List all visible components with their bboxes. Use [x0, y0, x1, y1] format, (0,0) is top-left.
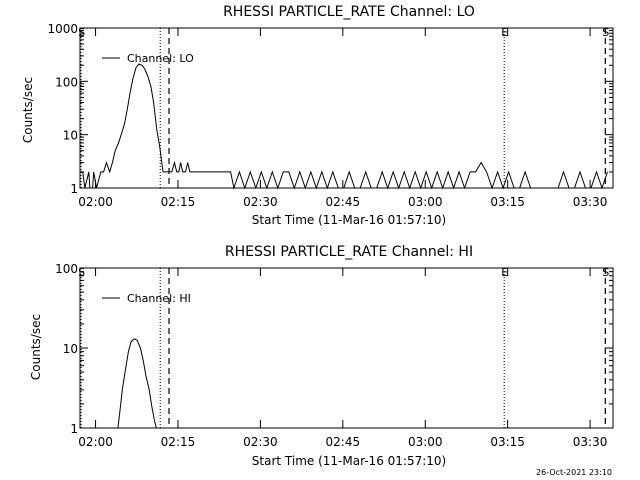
x-axis-label: Start Time (11-Mar-16 01:57:10) — [252, 213, 446, 227]
legend-entry: Channel: HI — [127, 292, 191, 305]
x-tick-label: 02:30 — [243, 195, 278, 209]
footer-timestamp: 26-Oct-2021 23:10 — [536, 468, 612, 477]
x-tick-label: 03:30 — [573, 435, 608, 449]
y-tick-label: 1 — [70, 182, 78, 196]
series-line — [117, 338, 157, 429]
x-tick-label: 02:45 — [326, 435, 361, 449]
y-tick-label: 10 — [63, 129, 78, 143]
time-marker-label: S — [602, 266, 609, 279]
y-tick-label: 100 — [55, 262, 78, 276]
y-axis-label: Counts/sec — [21, 77, 35, 143]
hi-channel-panel: RHESSI PARTICLE_RATE Channel: HI Start T… — [29, 244, 614, 468]
y-tick-label: 1000 — [47, 22, 78, 36]
time-marker-label: E — [501, 26, 508, 39]
x-tick-label: 03:15 — [490, 195, 525, 209]
y-axis-label: Counts/sec — [29, 314, 43, 380]
time-marker-label: S — [78, 26, 85, 39]
x-tick-label: 02:45 — [326, 195, 361, 209]
x-tick-label: 03:00 — [408, 195, 443, 209]
x-tick-label: 03:30 — [573, 195, 608, 209]
y-tick-label: 1 — [70, 422, 78, 436]
x-tick-label: 02:15 — [161, 435, 196, 449]
chart-title: RHESSI PARTICLE_RATE Channel: HI — [225, 244, 473, 260]
x-tick-label: 03:15 — [490, 435, 525, 449]
chart-title: RHESSI PARTICLE_RATE Channel: LO — [223, 4, 475, 20]
time-marker-label: S — [78, 266, 85, 279]
y-tick-label: 100 — [55, 75, 78, 89]
y-tick-label: 10 — [63, 342, 78, 356]
x-axis-label: Start Time (11-Mar-16 01:57:10) — [252, 454, 446, 468]
time-marker-label: E — [501, 266, 508, 279]
plot-frame — [79, 27, 614, 189]
x-tick-label: 02:15 — [161, 195, 196, 209]
lo-channel-panel: RHESSI PARTICLE_RATE Channel: LO Start T… — [21, 4, 614, 227]
x-tick-label: 02:30 — [243, 435, 278, 449]
x-tick-label: 02:00 — [78, 435, 113, 449]
x-tick-label: 02:00 — [78, 195, 113, 209]
x-tick-label: 03:00 — [408, 435, 443, 449]
time-marker-label: S — [602, 26, 609, 39]
legend-entry: Channel: LO — [127, 52, 194, 65]
series-line — [80, 63, 608, 190]
